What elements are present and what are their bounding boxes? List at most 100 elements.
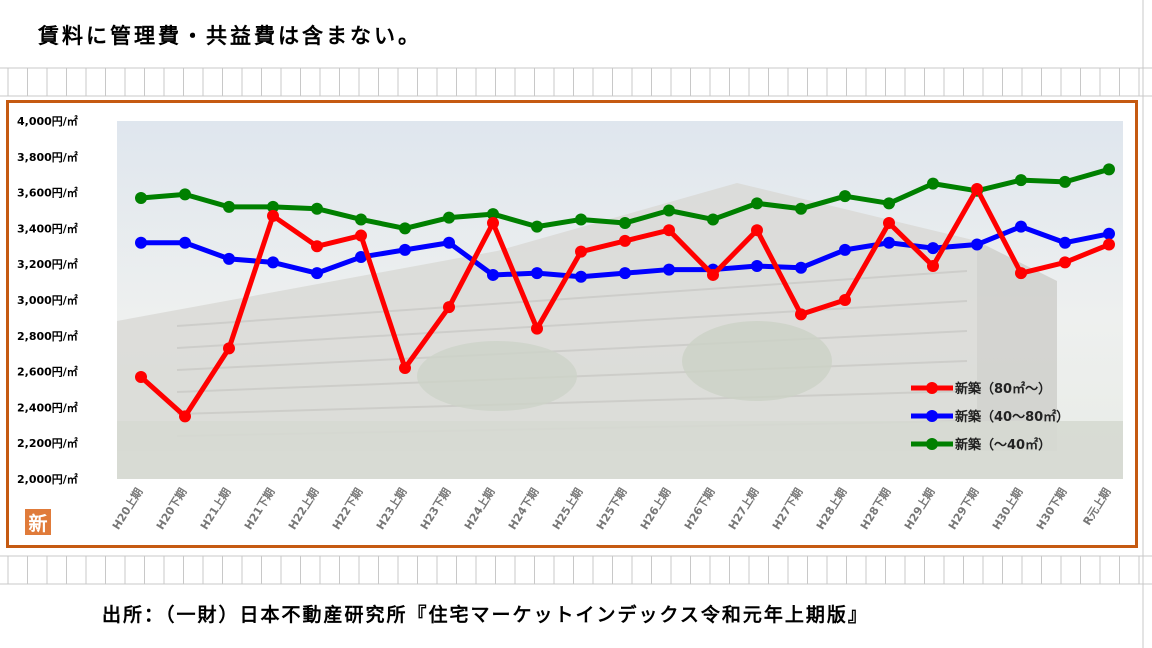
y-tick-label: 3,400円/㎡ [17,221,78,235]
data-point [971,183,983,196]
x-tick-label: H29上期 [901,485,938,532]
data-point [267,256,279,269]
data-point [1103,238,1115,251]
x-tick-label: H24上期 [461,485,498,532]
x-tick-label: H28上期 [813,485,850,532]
x-tick-label: H25上期 [549,485,586,532]
data-point [1103,227,1115,240]
new-badge: 新 [25,509,51,535]
y-tick-label: 3,800円/㎡ [17,150,78,164]
data-point [883,236,895,249]
x-tick-label: H30下期 [1033,485,1070,532]
data-point [135,370,147,383]
data-point [1059,236,1071,249]
data-point [355,229,367,242]
data-point [531,220,543,233]
legend-label: 新築（40～80㎡） [955,409,1069,425]
y-tick-label: 2,000円/㎡ [17,472,78,486]
chart-frame: 2,000円/㎡ 2,200円/㎡ 2,400円/㎡ 2,600円/㎡ 2,800円/㎡… [6,100,1138,548]
x-tick-label: H28下期 [857,485,894,532]
data-point [751,197,763,210]
x-tick-label: H26上期 [637,485,674,532]
data-point [179,410,191,423]
data-point [619,217,631,230]
data-point [135,191,147,204]
x-tick-label: H25下期 [593,485,630,532]
y-tick-label: 3,000円/㎡ [17,293,78,307]
data-point [575,213,587,226]
data-point [443,236,455,249]
data-point [707,213,719,226]
data-point [575,270,587,283]
data-point [619,234,631,247]
data-point [839,190,851,203]
data-point [1103,163,1115,176]
data-point [355,251,367,264]
data-point [399,243,411,256]
data-point [663,263,675,276]
series-line [135,220,1115,283]
x-tick-label: H27上期 [725,485,762,532]
legend-item: 新築（80㎡～） [911,381,1051,397]
data-point [927,259,939,272]
plot-background-photo [117,121,1123,479]
data-point [311,267,323,280]
x-tick-label: R元上期 [1080,485,1114,528]
data-point [531,322,543,335]
y-tick-label: 3,600円/㎡ [17,186,78,200]
data-point [1059,175,1071,188]
data-point [1015,267,1027,280]
data-point [487,208,499,221]
x-tick-label: H22上期 [285,485,322,532]
series-line [135,183,1115,423]
data-point [179,188,191,201]
data-point [575,245,587,258]
x-tick-label: H21下期 [241,485,278,532]
data-point [883,217,895,230]
x-tick-label: H29下期 [945,485,982,532]
data-point [927,177,939,190]
data-point [487,217,499,230]
y-tick-label: 2,600円/㎡ [17,365,78,379]
data-point [223,200,235,213]
data-point [443,211,455,224]
data-point [883,197,895,210]
legend-marker [926,438,938,450]
data-point [1015,174,1027,187]
y-tick-label: 4,000円/㎡ [17,114,78,128]
legend: 新築（80㎡～） 新築（40～80㎡） 新築（～40㎡） [911,381,1069,453]
x-tick-label: H23上期 [373,485,410,532]
x-tick-label: H23下期 [417,485,454,532]
data-point [1015,220,1027,233]
x-tick-label: H27下期 [769,485,806,532]
x-tick-label: H20上期 [109,485,146,532]
data-point [839,294,851,306]
data-point [1059,256,1071,269]
x-tick-label: H26下期 [681,485,718,532]
x-tick-label: H21上期 [197,485,234,532]
data-point [311,240,323,253]
data-point [839,243,851,256]
data-point [399,362,411,375]
data-point [619,267,631,280]
y-tick-label: 2,400円/㎡ [17,400,78,414]
legend-marker [926,410,938,422]
legend-label: 新築（80㎡～） [955,381,1051,397]
y-tick-label: 2,200円/㎡ [17,436,78,450]
data-point [487,268,499,281]
data-point [311,202,323,215]
x-tick-label: H30上期 [989,485,1026,532]
data-point [751,259,763,272]
data-point [927,242,939,255]
x-tick-label: H24下期 [505,485,542,532]
data-point [751,224,763,237]
data-point [135,236,147,249]
note-text: 賃料に管理費・共益費は含まない。 [38,24,422,48]
y-tick-label: 2,800円/㎡ [17,329,78,343]
data-point [355,213,367,226]
data-point [663,204,675,217]
data-point [223,252,235,265]
legend-label: 新築（～40㎡） [955,437,1051,453]
data-point [179,236,191,249]
data-point [663,224,675,237]
